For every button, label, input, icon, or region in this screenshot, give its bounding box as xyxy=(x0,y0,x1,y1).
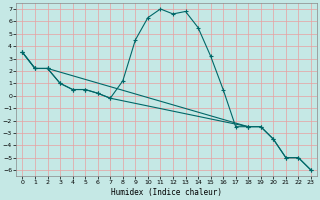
X-axis label: Humidex (Indice chaleur): Humidex (Indice chaleur) xyxy=(111,188,222,197)
